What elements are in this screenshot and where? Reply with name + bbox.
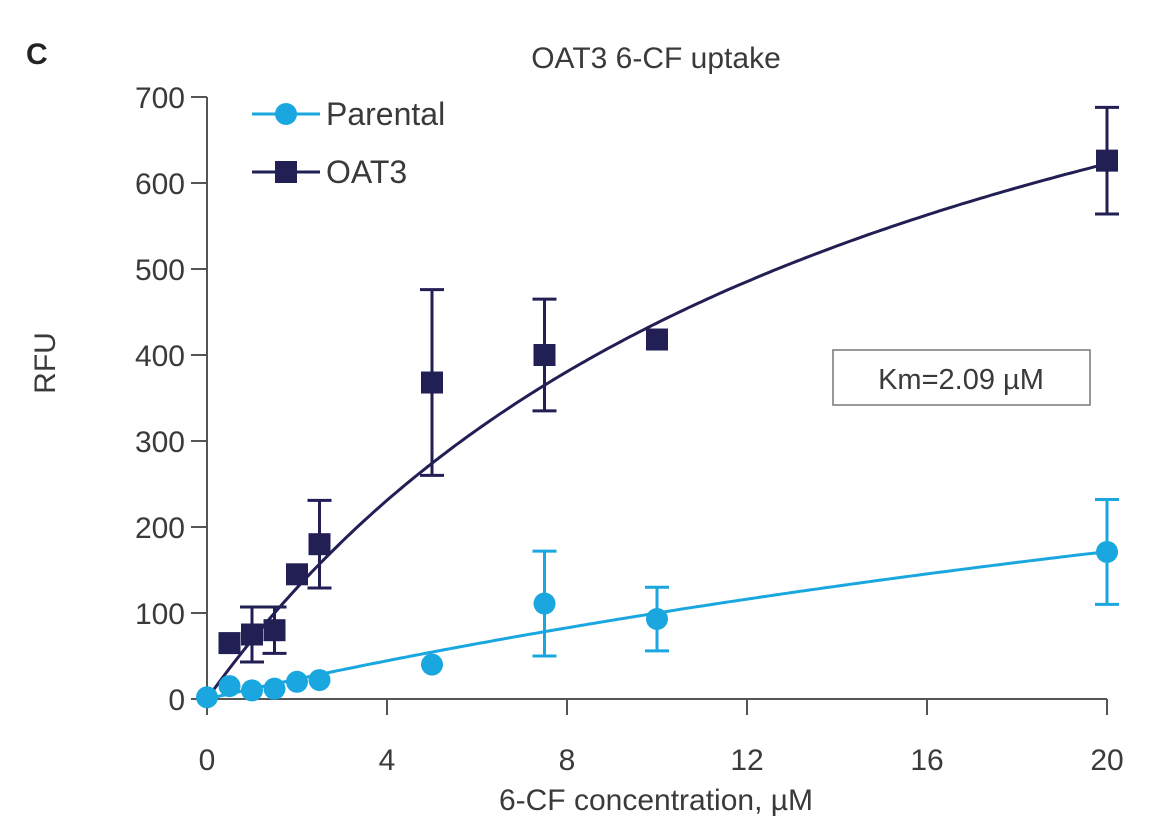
y-tick-label: 400 [135,340,185,373]
legend-label: Parental [326,96,445,132]
data-point-parental [241,679,263,702]
annotation-text: Km=2.09 µM [878,364,1044,396]
x-tick-label: 16 [910,744,943,777]
data-point-parental [308,669,331,692]
data-point-parental [286,670,308,693]
data-point-oat3 [218,632,241,655]
data-point-parental [263,677,286,700]
annotation-box [832,349,1091,406]
y-tick-label: 100 [135,598,185,631]
legend-marker [275,161,297,183]
legend-label: OAT3 [326,154,407,190]
x-tick-label: 20 [1090,744,1123,777]
legend-marker [275,103,297,125]
data-point-oat3 [646,328,668,351]
y-tick-label: 500 [135,254,185,287]
data-point-parental [646,608,668,631]
x-tick-label: 12 [730,744,763,777]
legend: Parental OAT3 [252,96,445,190]
data-point-parental [421,653,443,676]
data-point-oat3 [241,623,263,646]
data-marks [196,105,1119,709]
y-tick-label: 700 [135,82,185,115]
y-tick-label: 200 [135,512,185,545]
y-tick-label: 600 [135,168,185,201]
legend-item-oat3: OAT3 [252,154,407,190]
x-axis-label: 6-CF concentration, µM [499,784,813,817]
y-tick-label: 0 [168,684,185,717]
panel-label: C [26,38,48,71]
km-annotation: Km=2.09 µM [832,349,1091,406]
data-point-parental [533,592,556,615]
x-tick-label: 8 [559,744,576,777]
data-point-parental [196,686,218,709]
axes: 0 100 200 300 400 500 600 700 0 4 8 12 16 20 [135,82,1124,777]
y-axis-label: RFU [29,332,62,394]
legend-item-parental: Parental [252,96,445,132]
data-point-oat3 [263,619,286,642]
y-tick-label: 300 [135,426,185,459]
data-point-parental [218,675,241,698]
x-tick-label: 4 [379,744,396,777]
data-point-parental [1096,540,1118,563]
data-point-oat3 [1096,149,1118,172]
data-point-oat3 [308,533,331,556]
chart-title: OAT3 6-CF uptake [531,42,781,75]
fit-curve-oat3 [205,162,1108,700]
data-point-oat3 [286,563,308,586]
data-point-oat3 [421,371,443,394]
x-tick-label: 0 [199,744,216,777]
data-point-oat3 [533,344,556,366]
